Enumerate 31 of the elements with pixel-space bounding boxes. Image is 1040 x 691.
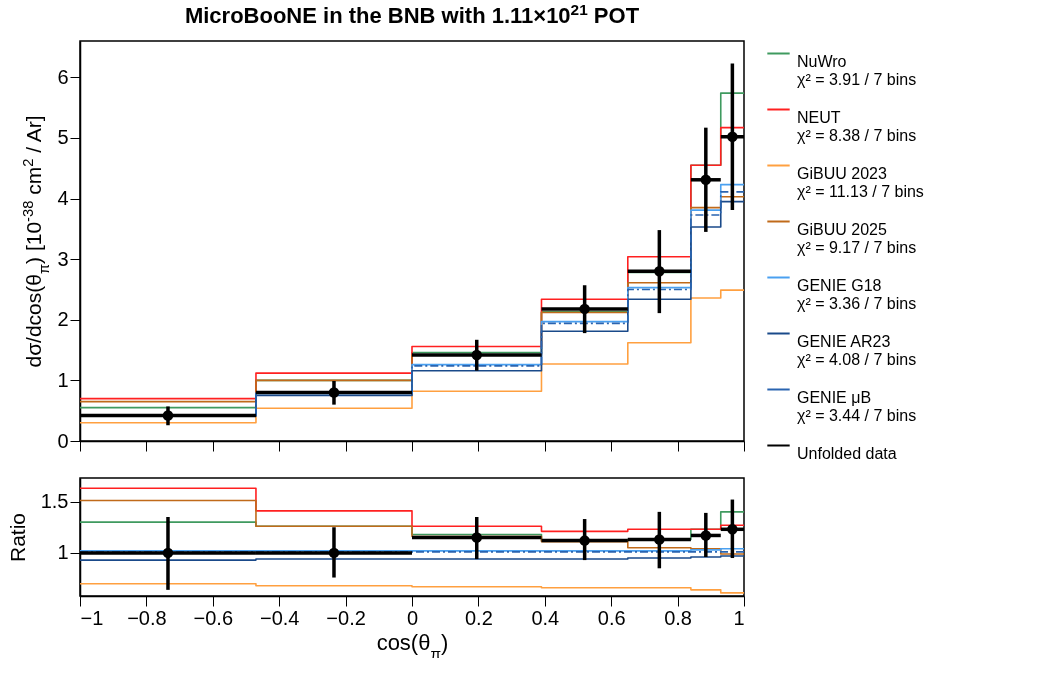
y-tick-label: 5 (57, 126, 69, 149)
y-tick-label: 1.5 (40, 490, 69, 513)
x-tick-label: −0.4 (259, 606, 300, 629)
x-tick-label: 1 (733, 606, 745, 629)
legend-label: GiBUU 2023 χ² = 11.13 / 7 bins (797, 164, 924, 200)
x-tick-label: 0.4 (531, 606, 560, 629)
y-tick-label: 6 (57, 65, 69, 88)
x-tick-label: −0.2 (326, 606, 366, 629)
x-tick-label: 0.6 (597, 606, 626, 629)
y-tick-label: 3 (57, 247, 69, 270)
legend-label: Unfolded data (797, 444, 897, 462)
legend-label: NuWro χ² = 3.91 / 7 bins (797, 52, 917, 88)
x-axis-title: cos(θ$_{π}$) (376, 629, 449, 661)
x-tick-label: 0.8 (664, 606, 693, 629)
y-axis-title: Ratio (5, 512, 29, 563)
x-tick-label: 0.2 (464, 606, 493, 629)
legend-label: GENIE μB χ² = 3.44 / 7 bins (797, 388, 917, 424)
x-tick-label: −0.8 (127, 606, 167, 629)
legend-label: GENIE AR23 χ² = 4.08 / 7 bins (797, 332, 917, 368)
legend-label: GiBUU 2025 χ² = 9.17 / 7 bins (797, 220, 917, 256)
x-tick-label: 0 (406, 606, 419, 629)
legend-label: GENIE G18 χ² = 3.36 / 7 bins (797, 276, 917, 312)
y-tick-label: 1 (57, 368, 69, 391)
x-tick-label: −0.6 (193, 606, 234, 629)
x-tick-label: −1 (80, 606, 104, 629)
y-tick-label: 4 (57, 187, 69, 210)
legend-label: NEUT χ² = 8.38 / 7 bins (797, 108, 917, 144)
y-tick-label: 1 (57, 541, 69, 564)
y-tick-label: 2 (57, 308, 69, 331)
chart-title: MicroBooNE in the BNB with 1.11×10$^{21}$ POT (184, 0, 640, 29)
y-tick-label: 0 (57, 429, 69, 452)
